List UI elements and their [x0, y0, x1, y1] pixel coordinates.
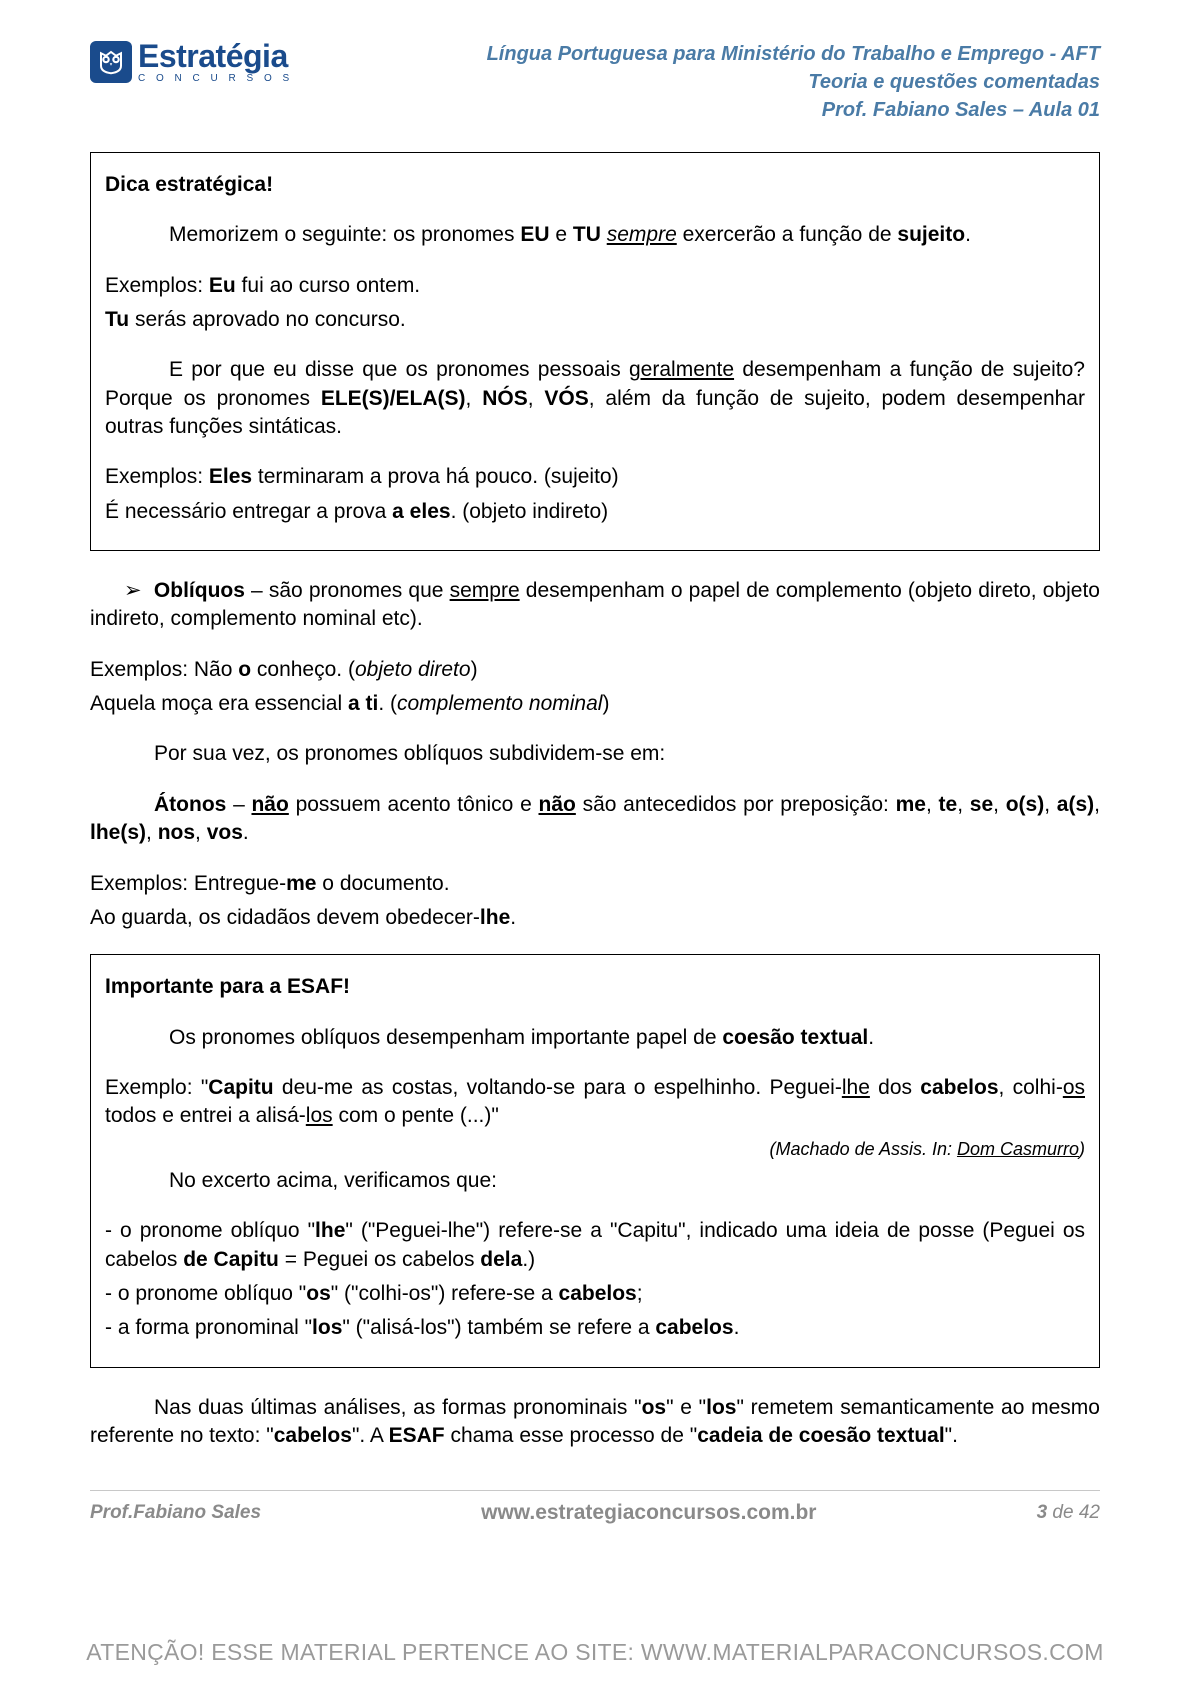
watermark-text: ATENÇÃO! ESSE MATERIAL PERTENCE AO SITE:… — [0, 1639, 1190, 1666]
owl-icon — [90, 41, 132, 83]
tip-box-2: Importante para a ESAF! Os pronomes oblí… — [90, 954, 1100, 1367]
bullet-icon: ➢ — [124, 579, 142, 602]
box1-ex2: Tu serás aprovado no concurso. — [105, 306, 1085, 334]
footer-pagination: 3 de 42 — [1037, 1502, 1100, 1524]
box1-p1: Memorizem o seguinte: os pronomes EU e T… — [105, 221, 1085, 249]
box1-ex3: Exemplos: Eles terminaram a prova há pou… — [105, 463, 1085, 491]
box2-li2: - o pronome oblíquo "os" ("colhi-os") re… — [105, 1280, 1085, 1308]
mid-ex3: Exemplos: Entregue-me o documento. — [90, 870, 1100, 898]
brand-logo: Estratégia C O N C U R S O S — [90, 40, 293, 84]
box2-li1: - o pronome oblíquo "lhe" ("Peguei-lhe")… — [105, 1217, 1085, 1274]
footer-author: Prof.Fabiano Sales — [90, 1502, 261, 1524]
tip-box-1: Dica estratégica! Memorizem o seguinte: … — [90, 152, 1100, 551]
footer-url: www.estrategiaconcursos.com.br — [481, 1501, 816, 1525]
footer-divider — [90, 1490, 1100, 1491]
mid-ex2: Aquela moça era essencial a ti. (complem… — [90, 690, 1100, 718]
box2-p2: No excerto acima, verificamos que: — [105, 1167, 1085, 1195]
logo-main-text: Estratégia — [138, 40, 293, 72]
box2-li3: - a forma pronominal "los" ("alisá-los")… — [105, 1314, 1085, 1342]
header-course-info: Língua Portuguesa para Ministério do Tra… — [487, 40, 1100, 124]
box1-p2: E por que eu disse que os pronomes pesso… — [105, 356, 1085, 441]
tail-paragraph: Nas duas últimas análises, as formas pro… — [90, 1394, 1100, 1451]
box1-ex4: É necessário entregar a prova a eles. (o… — [105, 498, 1085, 526]
mid-p3: Por sua vez, os pronomes oblíquos subdiv… — [90, 740, 1100, 768]
box2-example: Exemplo: "Capitu deu-me as costas, volta… — [105, 1074, 1085, 1131]
atonos-def: Átonos – não possuem acento tônico e não… — [90, 791, 1100, 848]
box2-p1: Os pronomes oblíquos desempenham importa… — [105, 1024, 1085, 1052]
logo-text: Estratégia C O N C U R S O S — [138, 40, 293, 84]
header-line-1: Língua Portuguesa para Ministério do Tra… — [487, 40, 1100, 68]
header-line-2: Teoria e questões comentadas — [487, 68, 1100, 96]
box2-citation: (Machado de Assis. In: Dom Casmurro) — [105, 1137, 1085, 1161]
page-content: Dica estratégica! Memorizem o seguinte: … — [90, 152, 1100, 1450]
logo-sub-text: C O N C U R S O S — [138, 74, 293, 84]
header-line-3: Prof. Fabiano Sales – Aula 01 — [487, 96, 1100, 124]
box1-title: Dica estratégica! — [105, 173, 273, 196]
obliquos-def: ➢ Oblíquos – são pronomes que sempre des… — [90, 577, 1100, 634]
page-header: Estratégia C O N C U R S O S Língua Port… — [90, 40, 1100, 124]
mid-ex4: Ao guarda, os cidadãos devem obedecer-lh… — [90, 904, 1100, 932]
page-footer: Prof.Fabiano Sales www.estrategiaconcurs… — [90, 1501, 1100, 1525]
box1-ex1: Exemplos: Eu fui ao curso ontem. — [105, 272, 1085, 300]
box2-title: Importante para a ESAF! — [105, 975, 350, 998]
mid-ex1: Exemplos: Não o conheço. (objeto direto) — [90, 656, 1100, 684]
